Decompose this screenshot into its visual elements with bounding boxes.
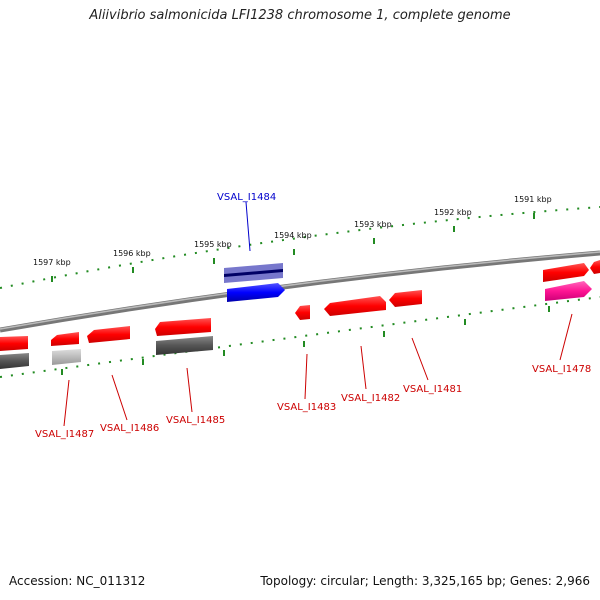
outer-major-ticks [51, 213, 535, 282]
gene-left-edge-red[interactable] [0, 336, 28, 351]
gene-vsal-i1485[interactable] [156, 336, 213, 355]
gene-label-i1481[interactable]: VSAL_I1481 [403, 384, 462, 395]
map-title: Aliivibrio salmonicida LFI1238 chromosom… [89, 8, 511, 23]
gene-vsal-i1484[interactable] [227, 283, 285, 302]
gene-label-i1482[interactable]: VSAL_I1482 [341, 393, 400, 404]
outer-tick-ring [0, 206, 600, 289]
leader-line-i1485 [186, 367, 193, 413]
leader-line-i1478 [559, 313, 573, 361]
gene-vsal-i1487-red[interactable] [51, 332, 79, 346]
leader-line-i1486 [111, 374, 128, 421]
leader-line-i1484 [245, 201, 251, 252]
gene-label-i1483[interactable]: VSAL_I1483 [277, 402, 336, 413]
kbp-label-1596: 1596 kbp [113, 249, 151, 258]
kbp-label-1593: 1593 kbp [354, 220, 392, 229]
gene-label-i1478[interactable]: VSAL_I1478 [532, 364, 591, 375]
kbp-label-1597: 1597 kbp [33, 258, 71, 267]
gene-label-i1486[interactable]: VSAL_I1486 [100, 423, 159, 434]
gene-vsal-i1487[interactable] [52, 349, 81, 365]
gene-vsal-i1486[interactable] [87, 326, 130, 343]
leader-line-i1481 [411, 337, 429, 381]
gene-label-i1485[interactable]: VSAL_I1485 [166, 415, 225, 426]
gene-vsal-i1482[interactable] [324, 296, 386, 316]
gene-vsal-i1483[interactable] [295, 305, 310, 320]
leader-line-i1482 [360, 345, 367, 390]
leader-line-i1483 [304, 353, 308, 400]
gene-label-i1487[interactable]: VSAL_I1487 [35, 429, 94, 440]
gene-vsal-i1484-upper[interactable] [224, 263, 283, 283]
genome-backbone [0, 250, 600, 333]
leader-line-i1487 [63, 379, 70, 427]
gene-vsal-i1478[interactable] [545, 281, 592, 301]
gene-vsal-i1485-red[interactable] [155, 318, 211, 336]
kbp-label-1594: 1594 kbp [274, 231, 312, 240]
genome-summary-text: Topology: circular; Length: 3,325,165 bp… [260, 574, 590, 588]
kbp-label-1595: 1595 kbp [194, 240, 232, 249]
kbp-label-1591: 1591 kbp [514, 195, 552, 204]
gene-vsal-i1481[interactable] [389, 290, 422, 307]
kbp-label-1592: 1592 kbp [434, 208, 472, 217]
gene-label-i1484[interactable]: VSAL_I1484 [217, 192, 276, 203]
gene-edge-upper[interactable] [590, 260, 600, 274]
gene-left-edge-gray[interactable] [0, 353, 29, 369]
inner-major-ticks [61, 306, 550, 375]
accession-text: Accession: NC_011312 [9, 574, 146, 588]
gene-vsal-i1478-upper[interactable] [543, 263, 589, 282]
